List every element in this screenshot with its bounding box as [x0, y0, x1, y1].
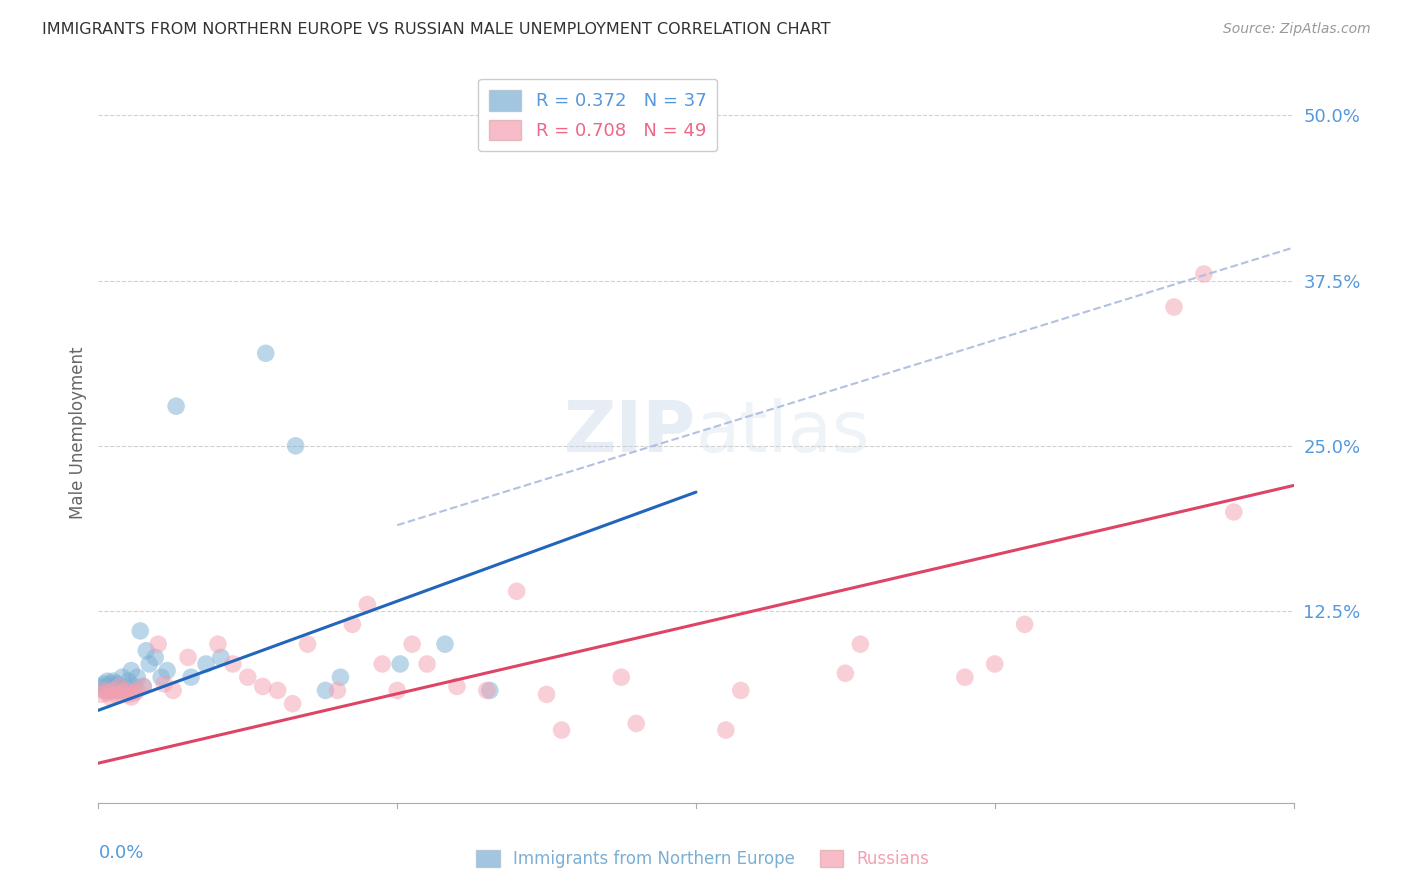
Point — [127, 683, 149, 698]
Point — [124, 680, 146, 694]
Text: 0.0%: 0.0% — [98, 844, 143, 862]
Point — [120, 664, 142, 678]
Point — [953, 670, 976, 684]
Point — [150, 670, 173, 684]
Point — [105, 687, 128, 701]
Point — [180, 670, 202, 684]
Point — [1163, 300, 1185, 314]
Text: atlas: atlas — [696, 398, 870, 467]
Point — [329, 670, 352, 684]
Point — [143, 650, 166, 665]
Point — [162, 683, 184, 698]
Point — [252, 680, 274, 694]
Point — [610, 670, 633, 684]
Point — [195, 657, 218, 671]
Point — [156, 664, 179, 678]
Point — [730, 683, 752, 698]
Point — [132, 680, 155, 694]
Point — [222, 657, 245, 671]
Point — [209, 650, 232, 665]
Point — [114, 680, 136, 694]
Point — [416, 657, 439, 671]
Point — [111, 686, 134, 700]
Point — [1192, 267, 1215, 281]
Point — [93, 677, 115, 691]
Point — [236, 670, 259, 684]
Point — [284, 439, 307, 453]
Point — [401, 637, 423, 651]
Point — [93, 683, 115, 698]
Point — [356, 598, 378, 612]
Point — [93, 683, 115, 698]
Point — [371, 657, 394, 671]
Point — [96, 674, 118, 689]
Point — [153, 677, 176, 691]
Point — [114, 683, 136, 698]
Point — [342, 617, 364, 632]
Point — [120, 690, 142, 704]
Point — [90, 680, 112, 694]
Text: IMMIGRANTS FROM NORTHERN EUROPE VS RUSSIAN MALE UNEMPLOYMENT CORRELATION CHART: IMMIGRANTS FROM NORTHERN EUROPE VS RUSSI… — [42, 22, 831, 37]
Point — [132, 680, 155, 694]
Point — [506, 584, 529, 599]
Legend: R = 0.372   N = 37, R = 0.708   N = 49: R = 0.372 N = 37, R = 0.708 N = 49 — [478, 78, 717, 152]
Point — [105, 683, 128, 698]
Point — [434, 637, 457, 651]
Legend: Immigrants from Northern Europe, Russians: Immigrants from Northern Europe, Russian… — [470, 843, 936, 875]
Point — [1223, 505, 1246, 519]
Point — [138, 657, 160, 671]
Text: Source: ZipAtlas.com: Source: ZipAtlas.com — [1223, 22, 1371, 37]
Point — [111, 683, 134, 698]
Point — [385, 683, 409, 698]
Point — [626, 716, 648, 731]
Point — [281, 697, 304, 711]
Point — [315, 683, 337, 698]
Point — [984, 657, 1007, 671]
Point — [127, 670, 149, 684]
Point — [98, 683, 122, 698]
Point — [550, 723, 572, 737]
Point — [108, 680, 131, 694]
Point — [177, 650, 200, 665]
Point — [389, 657, 412, 671]
Point — [103, 683, 125, 698]
Point — [96, 680, 118, 694]
Point — [103, 674, 125, 689]
Point — [475, 683, 498, 698]
Point — [536, 687, 558, 701]
Point — [165, 399, 187, 413]
Point — [105, 677, 128, 691]
Point — [1014, 617, 1036, 632]
Text: ZIP: ZIP — [564, 398, 696, 467]
Point — [108, 680, 131, 694]
Point — [103, 680, 125, 694]
Point — [267, 683, 290, 698]
Point — [834, 666, 856, 681]
Point — [326, 683, 349, 698]
Point — [714, 723, 737, 737]
Point — [849, 637, 872, 651]
Point — [117, 687, 139, 701]
Point — [129, 624, 152, 638]
Point — [254, 346, 277, 360]
Point — [446, 680, 468, 694]
Point — [98, 690, 122, 704]
Point — [117, 674, 139, 689]
Point — [478, 683, 501, 698]
Point — [207, 637, 229, 651]
Y-axis label: Male Unemployment: Male Unemployment — [69, 346, 87, 519]
Point — [90, 687, 112, 701]
Point — [135, 644, 157, 658]
Point — [148, 637, 170, 651]
Point — [124, 686, 146, 700]
Point — [96, 686, 118, 700]
Point — [111, 670, 134, 684]
Point — [297, 637, 319, 651]
Point — [98, 677, 122, 691]
